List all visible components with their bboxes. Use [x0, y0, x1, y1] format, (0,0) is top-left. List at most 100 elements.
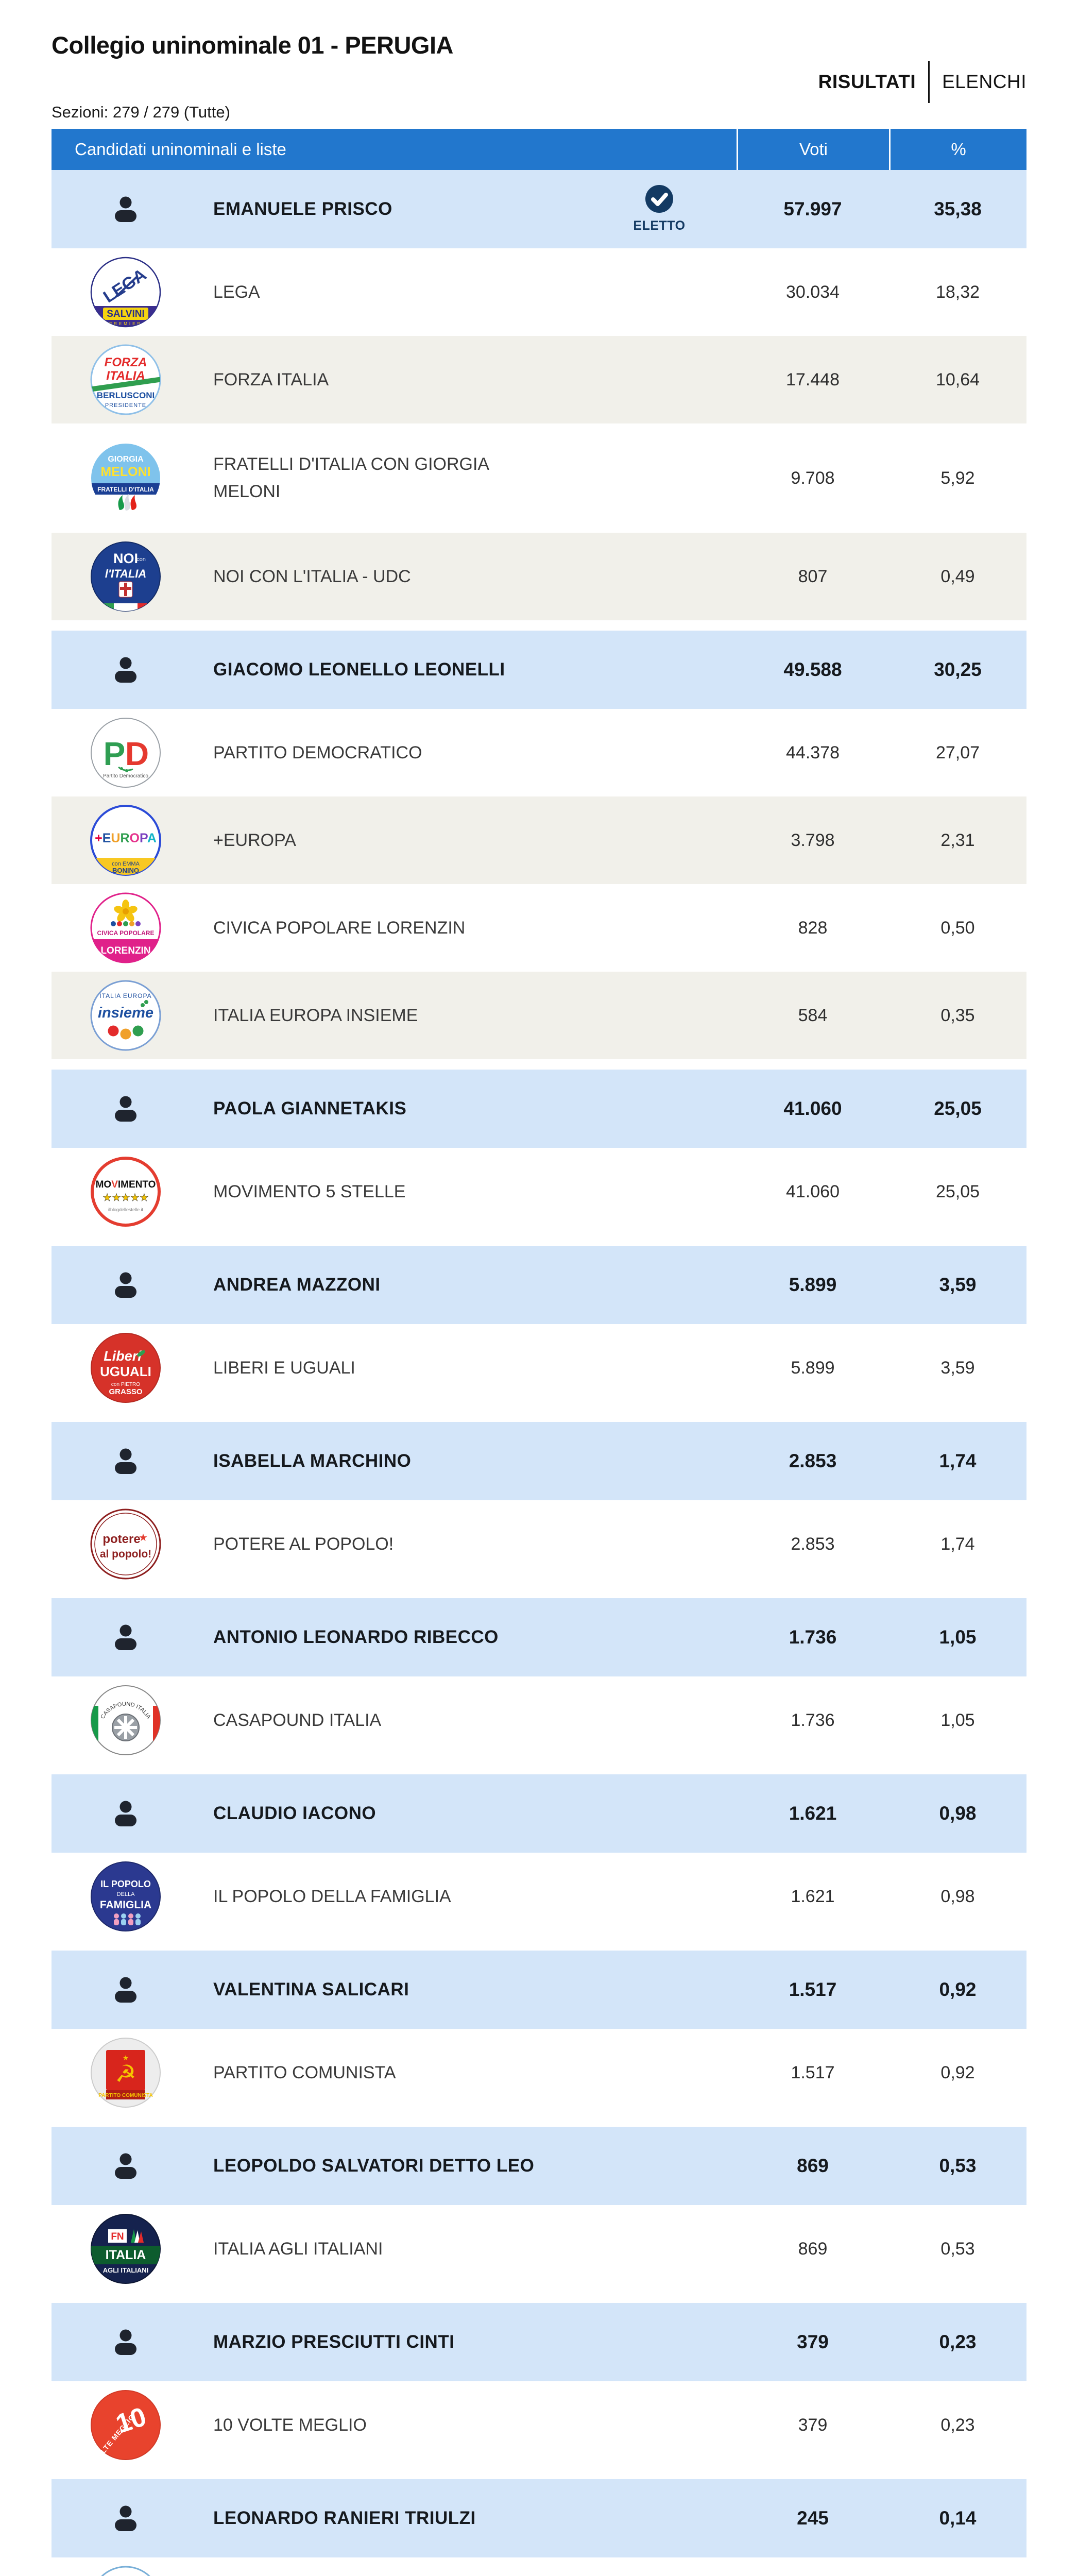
svg-text:GIORGIA: GIORGIA — [108, 455, 144, 464]
party-name: ITALIA AGLI ITALIANI — [213, 2239, 383, 2259]
candidate-percent: 0,92 — [939, 1979, 977, 2000]
candidate-percent: 25,05 — [934, 1098, 982, 1119]
svg-text:SALVINI: SALVINI — [107, 309, 145, 319]
party-list: FN ITALIA AGLI ITALIANI ITALIA AGLI ITAL… — [52, 2205, 1026, 2293]
candidate-row: LEONARDO RANIERI TRIULZI 245 0,14 — [52, 2479, 1026, 2557]
forza-italia-logo: FORZA ITALIA BERLUSCONI PRESIDENTE — [90, 344, 161, 415]
party-list: Liberi UGUALI con PIETRO GRASSO LIBERI E… — [52, 1324, 1026, 1412]
party-name: FRATELLI D'ITALIA CON GIORGIA MELONI — [213, 454, 490, 501]
svg-text:MELONI: MELONI — [100, 465, 150, 479]
svg-text:ITALIA: ITALIA — [106, 369, 145, 383]
candidate-section: GIACOMO LEONELLO LEONELLI 49.588 30,25 P… — [52, 631, 1026, 1059]
party-name: FORZA ITALIA — [213, 369, 329, 389]
candidate-votes: 57.997 — [783, 198, 842, 219]
party-percent: 0,35 — [940, 1005, 975, 1025]
table-header-row: Candidati uninominali e liste Voti % — [52, 129, 1026, 170]
svg-text:BONINO: BONINO — [112, 867, 139, 874]
svg-text:ITALIA EUROPA: ITALIA EUROPA — [99, 992, 151, 999]
party-votes: 44.378 — [786, 742, 840, 762]
svg-text:DELLA: DELLA — [117, 1891, 135, 1897]
party-percent: 3,59 — [940, 1358, 975, 1378]
italia-europa-insieme-logo: ITALIA EUROPA insieme — [90, 979, 162, 1052]
fratelli-ditalia-logo: FRATELLI D'ITALIA GIORGIA MELONI — [91, 444, 160, 513]
party-percent: 1,05 — [940, 1710, 975, 1730]
party-list: 10 VOLTE MEGLIO 10 VOLTE MEGLIO 379 0,23 — [52, 2381, 1026, 2469]
italia-europa-insieme-logo: ITALIA EUROPA insieme — [90, 980, 161, 1051]
svg-text:D: D — [125, 735, 149, 772]
svg-text:al popolo!: al popolo! — [100, 1548, 151, 1560]
candidate-row: PAOLA GIANNETAKIS 41.060 25,05 — [52, 1070, 1026, 1148]
pd-logo: P D Partito Democratico — [90, 717, 162, 789]
party-name: MOVIMENTO 5 STELLE — [213, 1181, 406, 1201]
candidate-votes: 1.517 — [789, 1979, 837, 2000]
liberi-e-uguali-logo: Liberi UGUALI con PIETRO GRASSO — [90, 1332, 162, 1404]
party-name: LIBERI E UGUALI — [213, 1358, 355, 1378]
party-name: CIVICA POPOLARE LORENZIN — [213, 918, 466, 938]
check-circle-icon — [645, 184, 674, 216]
party-row: FORZA ITALIA BERLUSCONI PRESIDENTE FORZA… — [52, 336, 1026, 423]
party-votes: 9.708 — [791, 468, 835, 488]
page-title: Collegio uninominale 01 - PERUGIA — [52, 31, 453, 59]
italia-agli-italiani-logo: FN ITALIA AGLI ITALIANI — [90, 2213, 162, 2285]
table-body: EMANUELE PRISCO ELETTO 57.997 35,38 SALV… — [52, 170, 1026, 2576]
party-list: MOVIMENTO ★★★★★ ilblogdellestelle.it MOV… — [52, 1148, 1026, 1235]
tab-risultati[interactable]: RISULTATI — [818, 71, 916, 92]
party-row: FN ITALIA AGLI ITALIANI ITALIA AGLI ITAL… — [52, 2205, 1026, 2293]
svg-text:MOVIMENTO: MOVIMENTO — [96, 1179, 156, 1190]
svg-text:con: con — [136, 556, 146, 563]
candidate-votes: 49.588 — [783, 659, 842, 680]
svg-text:★: ★ — [123, 2054, 129, 2062]
party-percent: 0,98 — [940, 1886, 975, 1906]
party-row: +EUROPA con EMMA BONINO +EUROPA 3.798 2,… — [52, 796, 1026, 884]
svg-text:PREMIER: PREMIER — [109, 321, 142, 326]
person-icon — [90, 1976, 162, 2003]
party-votes: 2.853 — [791, 1534, 835, 1554]
party-row: CASAPOUND ITALIA CASAPOUND ITALIA 1.736 … — [52, 1676, 1026, 1764]
svg-text:P: P — [104, 735, 126, 772]
italia-agli-italiani-logo: FN ITALIA AGLI ITALIANI — [91, 2214, 161, 2284]
candidate-section: ANDREA MAZZONI 5.899 3,59 Liberi UGUALI … — [52, 1246, 1026, 1412]
candidate-percent: 0,23 — [939, 2331, 977, 2352]
party-votes: 3.798 — [791, 830, 835, 850]
candidate-percent: 35,38 — [934, 198, 982, 219]
party-votes: 1.517 — [791, 2062, 835, 2082]
party-name: CASAPOUND ITALIA — [213, 1710, 382, 1730]
candidate-section: MARZIO PRESCIUTTI CINTI 379 0,23 10 VOLT… — [52, 2303, 1026, 2469]
svg-text:LORENZIN: LORENZIN — [100, 945, 150, 956]
party-row: FRATELLI D'ITALIA GIORGIA MELONI FRATELL… — [52, 423, 1026, 533]
svg-text:con EMMA: con EMMA — [112, 861, 140, 867]
piu-europa-logo: +EUROPA con EMMA BONINO — [90, 804, 162, 876]
candidate-row: GIACOMO LEONELLO LEONELLI 49.588 30,25 — [52, 631, 1026, 709]
col-header-candidates: Candidati uninominali e liste — [75, 140, 286, 159]
party-name: 10 VOLTE MEGLIO — [213, 2415, 367, 2435]
candidate-section: EMANUELE PRISCO ELETTO 57.997 35,38 SALV… — [52, 170, 1026, 620]
tab-elenchi[interactable]: ELENCHI — [942, 71, 1026, 92]
svg-text:CIVICA POPOLARE: CIVICA POPOLARE — [97, 929, 155, 937]
svg-text:★: ★ — [139, 1532, 148, 1544]
party-list: SALVINI PREMIER LEGA LEGA 30.034 18,32 F… — [52, 248, 1026, 620]
lega-logo: SALVINI PREMIER LEGA — [90, 257, 161, 328]
candidate-name: ISABELLA MARCHINO — [213, 1451, 412, 1471]
person-icon — [90, 196, 162, 223]
party-row: PARTITO VALORE UMANO PARTITO VALORE UMAN… — [52, 2557, 1026, 2576]
svg-text:UGUALI: UGUALI — [100, 1364, 151, 1379]
party-percent: 0,50 — [940, 918, 975, 938]
col-header-votes: Voti — [737, 129, 889, 170]
party-percent: 18,32 — [935, 282, 980, 302]
party-row: ITALIA EUROPA insieme ITALIA EUROPA INSI… — [52, 972, 1026, 1059]
svg-text:GRASSO: GRASSO — [109, 1387, 142, 1396]
civica-popolare-logo: CIVICA POPOLARE LORENZIN — [90, 892, 161, 963]
party-row: potere ★ al popolo! POTERE AL POPOLO! 2.… — [52, 1500, 1026, 1588]
partito-valore-umano-logo: PARTITO VALORE UMANO — [90, 2565, 162, 2576]
m5s-logo: MOVIMENTO ★★★★★ ilblogdellestelle.it — [90, 1156, 162, 1228]
party-list: PARTITO VALORE UMANO PARTITO VALORE UMAN… — [52, 2557, 1026, 2576]
party-list: potere ★ al popolo! POTERE AL POPOLO! 2.… — [52, 1500, 1026, 1588]
candidate-percent: 0,53 — [939, 2155, 977, 2176]
candidate-name: PAOLA GIANNETAKIS — [213, 1098, 407, 1118]
elected-label: ELETTO — [633, 218, 686, 233]
party-percent: 2,31 — [940, 830, 975, 850]
party-row: IL POPOLO DELLA FAMIGLIA IL POPOLO DELLA… — [52, 1853, 1026, 1940]
piu-europa-logo: +EUROPA con EMMA BONINO — [90, 805, 161, 876]
svg-text:insieme: insieme — [98, 1005, 153, 1021]
party-name: IL POPOLO DELLA FAMIGLIA — [213, 1886, 451, 1906]
